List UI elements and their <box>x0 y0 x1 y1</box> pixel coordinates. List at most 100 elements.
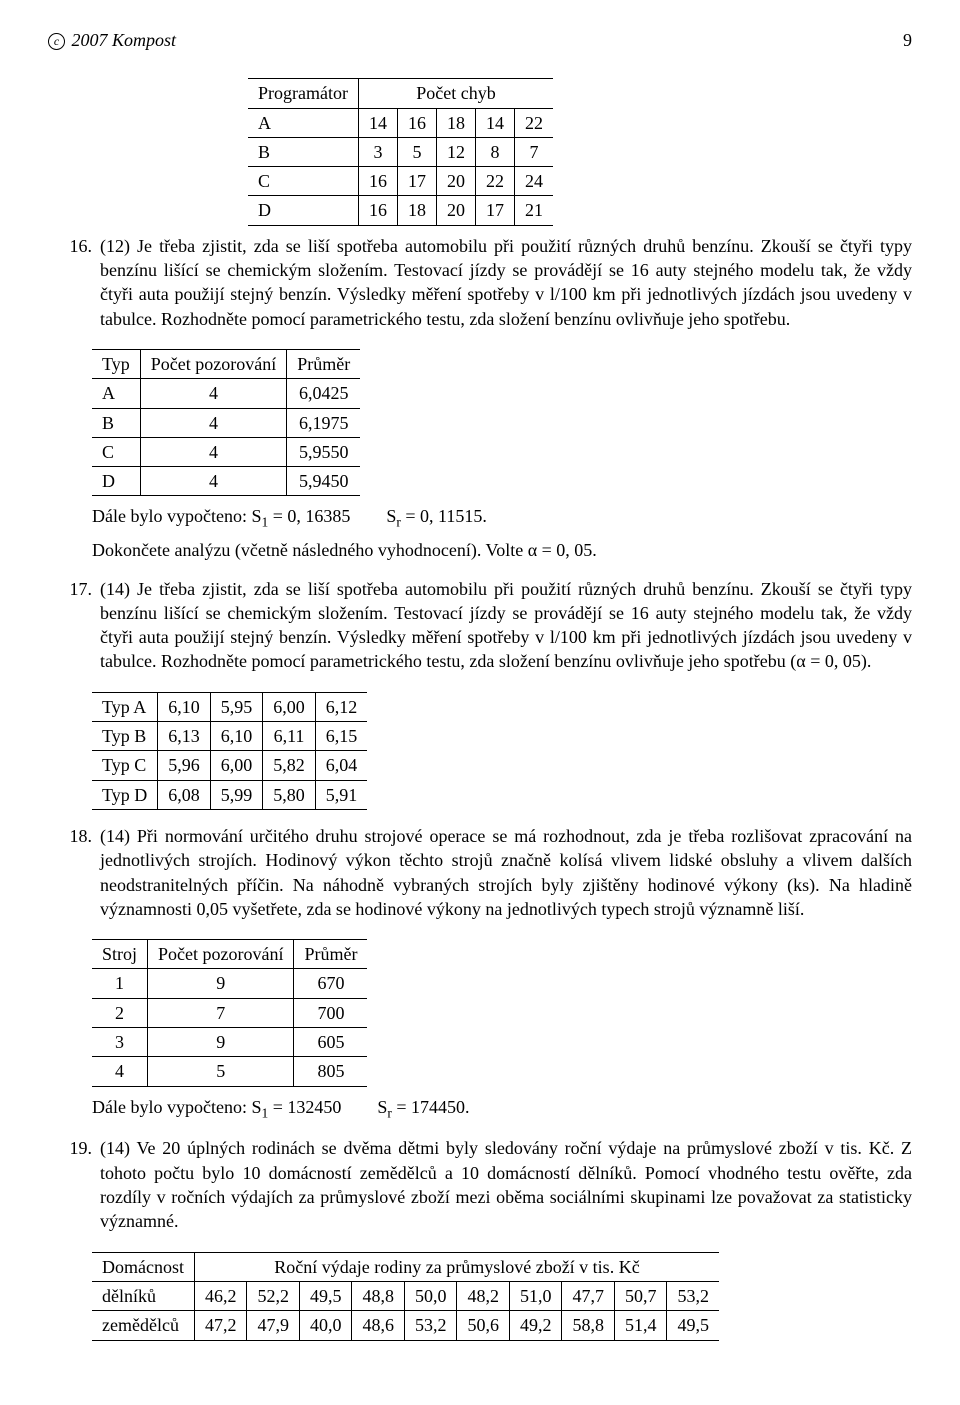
cell: 8 <box>475 137 514 166</box>
cell: 46,2 <box>194 1281 247 1310</box>
item-number: 16. <box>48 234 100 341</box>
cell: 21 <box>514 196 553 225</box>
cell: 6,1975 <box>287 408 361 437</box>
exercise-text: (14) Při normování určitého druhu strojo… <box>100 824 912 921</box>
page-number: 9 <box>903 28 912 52</box>
item-number: 19. <box>48 1136 100 1243</box>
cell: 6,00 <box>263 692 316 721</box>
table-header: Domácnost <box>92 1252 194 1281</box>
cell: 700 <box>294 998 368 1027</box>
exercise-text: (14) Ve 20 úplných rodinách se dvěma dět… <box>100 1136 912 1233</box>
table-header: Typ <box>92 349 140 378</box>
cell: 14 <box>475 108 514 137</box>
cell: 50,6 <box>457 1311 510 1340</box>
row-label: D <box>248 196 358 225</box>
cell: 58,8 <box>562 1311 615 1340</box>
cell: 40,0 <box>299 1311 352 1340</box>
row-label: Typ C <box>92 751 158 780</box>
cell: 16 <box>358 167 397 196</box>
table-machine-counts-means: Stroj Počet pozorování Průměr 1 9 670 2 … <box>92 939 367 1086</box>
table-row: B 3 5 12 8 7 <box>248 137 553 166</box>
cell: 48,6 <box>352 1311 405 1340</box>
cell: 22 <box>475 167 514 196</box>
cell: 4 <box>140 467 286 496</box>
table-type-counts-means: Typ Počet pozorování Průměr A 4 6,0425 B… <box>92 349 360 496</box>
cell: 24 <box>514 167 553 196</box>
cell: 4 <box>92 1057 148 1086</box>
cell: 16 <box>397 108 436 137</box>
table-row: B 4 6,1975 <box>92 408 360 437</box>
table-programmer-errors: Programátor Počet chyb A 14 16 18 14 22 … <box>248 78 553 225</box>
cell: B <box>92 408 140 437</box>
cell: 6,10 <box>210 722 263 751</box>
instruction-line-16: Dokončete analýzu (včetně následného vyh… <box>92 538 912 562</box>
text: Dále bylo vypočteno: S <box>92 1097 261 1117</box>
table-row: 3 9 605 <box>92 1028 367 1057</box>
table-row: Typ C 5,96 6,00 5,82 6,04 <box>92 751 367 780</box>
cell: 605 <box>294 1028 368 1057</box>
cell: 5,80 <box>263 780 316 809</box>
cell: 6,10 <box>158 692 211 721</box>
cell: 5,9450 <box>287 467 361 496</box>
text: = 174450. <box>392 1097 470 1117</box>
cell: 49,5 <box>299 1281 352 1310</box>
item-number: 17. <box>48 577 100 684</box>
cell: 9 <box>148 969 294 998</box>
text: = 132450 <box>268 1097 341 1117</box>
table-row: 1 9 670 <box>92 969 367 998</box>
table-row: C 16 17 20 22 24 <box>248 167 553 196</box>
cell: 4 <box>140 437 286 466</box>
exercise-16: 16. (12) Je třeba zjistit, zda se liší s… <box>48 234 912 341</box>
cell: 51,4 <box>614 1311 667 1340</box>
cell: 18 <box>397 196 436 225</box>
table-row: D 4 5,9450 <box>92 467 360 496</box>
text: S <box>377 1097 387 1117</box>
cell: 17 <box>475 196 514 225</box>
cell: A <box>92 379 140 408</box>
exercise-18: 18. (14) Při normování určitého druhu st… <box>48 824 912 931</box>
cell: 50,7 <box>614 1281 667 1310</box>
cell: 4 <box>140 379 286 408</box>
cell: 3 <box>358 137 397 166</box>
cell: 6,12 <box>315 692 367 721</box>
table-header: Počet pozorování <box>148 940 294 969</box>
cell: 6,04 <box>315 751 367 780</box>
table-row: Typ B 6,13 6,10 6,11 6,15 <box>92 722 367 751</box>
cell: 49,2 <box>509 1311 562 1340</box>
text: = 0, 16385 <box>268 506 350 526</box>
table-household-expenses: Domácnost Roční výdaje rodiny za průmysl… <box>92 1252 719 1341</box>
table-header: Počet chyb <box>358 79 553 108</box>
table-row: A 4 6,0425 <box>92 379 360 408</box>
cell: 12 <box>436 137 475 166</box>
cell: 1 <box>92 969 148 998</box>
page-header: c 2007 Kompost 9 <box>48 28 912 52</box>
copyright-text: c 2007 Kompost <box>48 28 176 52</box>
row-label: Typ D <box>92 780 158 809</box>
table-row: Typ D 6,08 5,99 5,80 5,91 <box>92 780 367 809</box>
exercise-text: (12) Je třeba zjistit, zda se liší spotř… <box>100 234 912 331</box>
cell: 16 <box>358 196 397 225</box>
cell: 4 <box>140 408 286 437</box>
table-header: Stroj <box>92 940 148 969</box>
copyright-symbol: c <box>48 33 65 50</box>
item-number: 18. <box>48 824 100 931</box>
cell: 7 <box>514 137 553 166</box>
row-label: dělníků <box>92 1281 194 1310</box>
table-row: dělníků 46,2 52,2 49,5 48,8 50,0 48,2 51… <box>92 1281 719 1310</box>
computed-line-16: Dále bylo vypočteno: S1 = 0, 16385 Sr = … <box>92 504 912 532</box>
text: = 0, 11515. <box>401 506 487 526</box>
cell: 47,7 <box>562 1281 615 1310</box>
computed-line-18: Dále bylo vypočteno: S1 = 132450 Sr = 17… <box>92 1095 912 1123</box>
cell: 6,13 <box>158 722 211 751</box>
cell: 6,0425 <box>287 379 361 408</box>
cell: 670 <box>294 969 368 998</box>
cell: 2 <box>92 998 148 1027</box>
row-label: Typ B <box>92 722 158 751</box>
cell: 48,2 <box>457 1281 510 1310</box>
row-label: zemědělců <box>92 1311 194 1340</box>
cell: 22 <box>514 108 553 137</box>
cell: 53,2 <box>667 1281 719 1310</box>
cell: 6,00 <box>210 751 263 780</box>
cell: 5,91 <box>315 780 367 809</box>
row-label: Typ A <box>92 692 158 721</box>
